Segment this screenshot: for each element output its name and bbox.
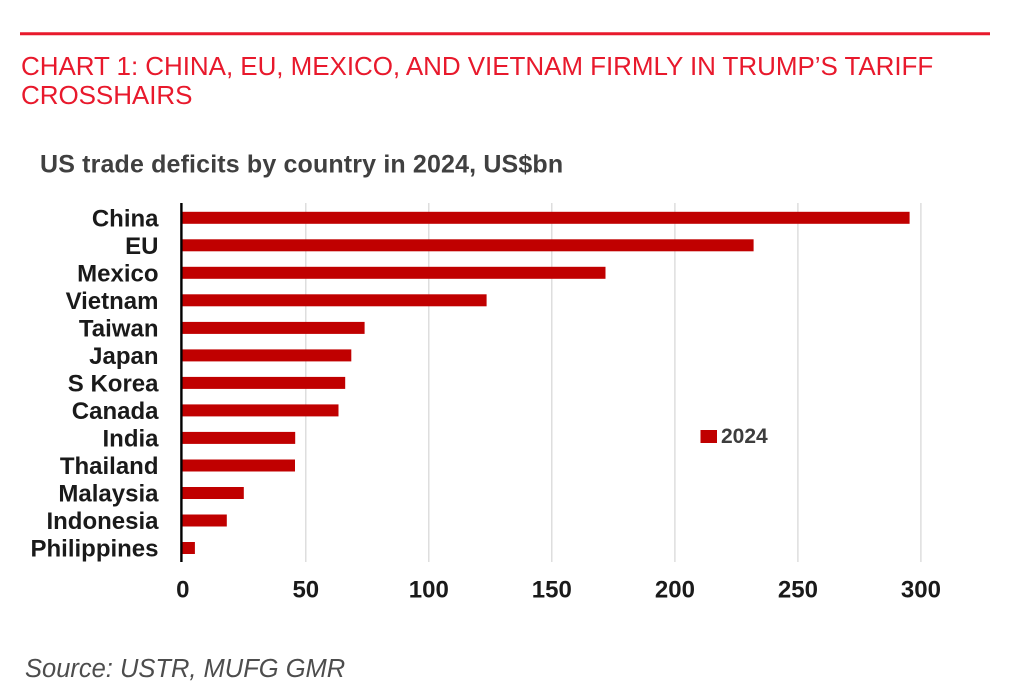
svg-text:Thailand: Thailand [60,453,159,480]
svg-text:100: 100 [409,577,449,604]
svg-text:200: 200 [655,577,695,604]
svg-text:US trade deficits by country i: US trade deficits by country in 2024, US… [40,151,563,179]
svg-text:China: China [92,205,159,232]
svg-text:250: 250 [778,577,818,604]
svg-text:CHART 1: CHINA, EU, MEXICO, AN: CHART 1: CHINA, EU, MEXICO, AND VIETNAM … [21,51,933,81]
svg-text:Taiwan: Taiwan [79,316,159,343]
svg-text:Canada: Canada [72,398,159,425]
svg-text:2024: 2024 [721,425,768,448]
svg-text:Source: USTR, MUFG GMR: Source: USTR, MUFG GMR [25,655,345,683]
svg-text:50: 50 [292,577,319,604]
svg-text:300: 300 [901,577,941,604]
svg-text:CROSSHAIRS: CROSSHAIRS [21,80,192,110]
svg-text:Japan: Japan [89,343,158,370]
svg-text:S Korea: S Korea [68,371,159,398]
svg-text:Philippines: Philippines [30,536,158,563]
svg-text:EU: EU [125,233,158,260]
svg-text:Malaysia: Malaysia [58,481,159,508]
svg-text:India: India [102,426,159,453]
svg-text:Vietnam: Vietnam [66,288,159,315]
svg-text:Mexico: Mexico [77,260,158,287]
svg-text:150: 150 [532,577,572,604]
svg-text:0: 0 [176,577,189,604]
svg-text:Indonesia: Indonesia [46,508,159,535]
